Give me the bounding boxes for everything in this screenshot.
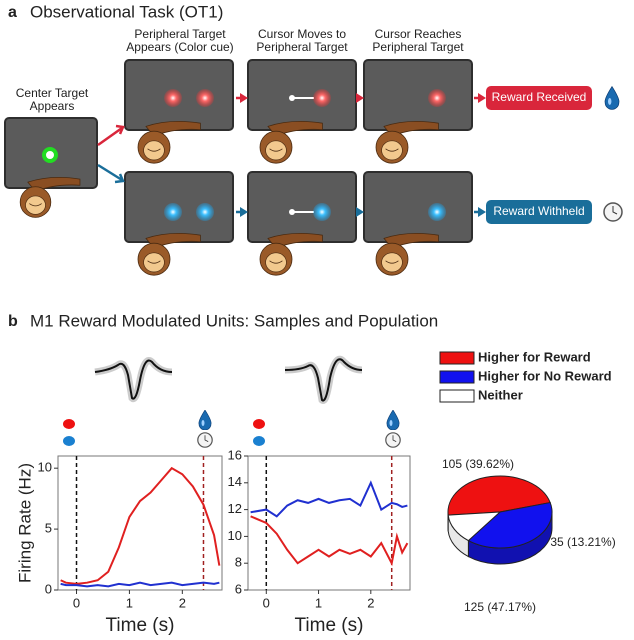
- x-tick-label: 0: [73, 595, 80, 610]
- y-axis-label: Firing Rate (Hz): [15, 463, 34, 583]
- outcome-label: Reward Received: [492, 90, 587, 104]
- step-label: Peripheral Target: [134, 27, 226, 41]
- task-diagram: [4, 59, 623, 276]
- step-label: Peripheral Target: [256, 40, 348, 54]
- legend-swatch: [439, 389, 475, 403]
- legend-label: Neither: [478, 387, 523, 402]
- x-tick-label: 1: [315, 595, 322, 610]
- plot-frame: [57, 455, 223, 591]
- step-label: Center Target: [16, 86, 89, 100]
- value-label: 105 (39.62%): [442, 457, 514, 471]
- waveforms: [63, 355, 401, 448]
- x-tick-label: 0: [263, 595, 270, 610]
- panel-title: Observational Task (OT1): [30, 2, 223, 21]
- step-label: Appears: [30, 99, 75, 113]
- value-label: 35 (13.21%): [550, 535, 615, 549]
- data-line: [250, 480, 408, 518]
- x-tick-label: 2: [179, 595, 186, 610]
- data-line: [250, 515, 409, 567]
- legend-swatch: [439, 351, 475, 365]
- pie-slice: [467, 502, 553, 549]
- plot-frame: [247, 455, 411, 591]
- pie-slice: [447, 511, 502, 542]
- x-axis-label: Time (s): [295, 615, 364, 636]
- x-tick-label: 1: [126, 595, 133, 610]
- data-line: [60, 581, 220, 588]
- y-tick-label: 10: [38, 460, 52, 475]
- y-tick-label: 16: [228, 447, 242, 462]
- y-tick-label: 10: [228, 528, 242, 543]
- y-tick-label: 6: [235, 581, 242, 596]
- data-line: [60, 466, 221, 585]
- legend-label: Higher for No Reward: [478, 368, 612, 383]
- outcome-label: Reward Withheld: [493, 204, 584, 218]
- y-tick-label: 14: [228, 474, 242, 489]
- step-label: Cursor Moves to: [258, 27, 346, 41]
- pie-slice: [447, 475, 551, 516]
- step-label: Cursor Reaches: [375, 27, 462, 41]
- x-axis-label: Time (s): [106, 615, 175, 636]
- y-tick-label: 12: [228, 501, 242, 516]
- panel-label: b: [8, 313, 18, 330]
- x-tick-label: 2: [367, 595, 374, 610]
- legend-label: Higher for Reward: [478, 349, 591, 364]
- panel-title: M1 Reward Modulated Units: Samples and P…: [30, 311, 438, 330]
- legend-swatch: [439, 370, 475, 384]
- step-label: Peripheral Target: [372, 40, 464, 54]
- y-tick-label: 5: [45, 521, 52, 536]
- value-label: 125 (47.17%): [464, 600, 536, 614]
- step-label: Appears (Color cue): [126, 40, 233, 54]
- y-tick-label: 0: [45, 581, 52, 596]
- y-tick-label: 8: [235, 555, 242, 570]
- panel-label: a: [8, 4, 17, 21]
